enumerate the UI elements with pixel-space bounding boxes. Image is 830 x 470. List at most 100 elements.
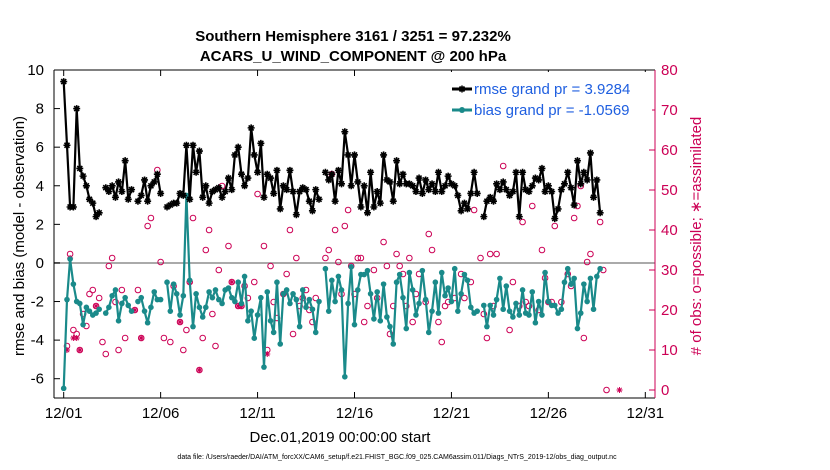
- rmse-point: [386, 178, 394, 186]
- obs-assimilated-point: [177, 319, 184, 325]
- bias-point: [535, 298, 542, 305]
- rmse-point: [147, 182, 155, 190]
- bias-point: [151, 289, 158, 295]
- rmse-point: [289, 188, 297, 196]
- bias-point: [261, 364, 267, 370]
- bias-point: [180, 292, 187, 299]
- rmse-point: [182, 141, 190, 149]
- rmse-point: [267, 174, 275, 182]
- bias-point: [283, 287, 290, 293]
- rmse-point: [544, 182, 552, 190]
- bias-point: [332, 298, 338, 305]
- bias-point: [461, 271, 468, 278]
- obs-possible-point: [470, 206, 478, 214]
- rmse-point: [237, 170, 245, 178]
- bias-point: [212, 287, 219, 293]
- bias-point: [122, 294, 128, 301]
- rmse-point: [283, 186, 291, 194]
- bias-point: [451, 265, 458, 272]
- bias-point: [429, 308, 435, 314]
- rmse-point: [396, 180, 404, 188]
- obs-possible-point: [144, 222, 151, 230]
- bias-point: [342, 373, 348, 380]
- legend-label-bias: bias grand pr = -1.0569: [474, 102, 630, 119]
- rmse-point: [137, 191, 145, 199]
- rmse-point: [580, 168, 588, 176]
- bias-point: [442, 292, 448, 299]
- obs-possible-point: [95, 294, 103, 302]
- y-tick-label: 10: [27, 62, 44, 79]
- rmse-point: [393, 157, 401, 165]
- obs-possible-point: [425, 230, 433, 238]
- rmse-point: [163, 203, 171, 211]
- y-tick-right-label: 80: [661, 62, 678, 79]
- bias-point: [135, 298, 141, 305]
- bias-point: [380, 281, 387, 287]
- bias-point: [83, 304, 90, 311]
- bias-point: [513, 300, 519, 307]
- bias-point: [396, 271, 403, 278]
- rmse-point: [115, 178, 123, 186]
- bias-point: [290, 291, 296, 297]
- rmse-point: [535, 176, 543, 184]
- obs-possible-point: [428, 246, 436, 254]
- bias-point: [348, 264, 355, 270]
- rmse-point: [134, 197, 142, 205]
- x-axis-label: Dec.01,2019 00:00:00 start: [250, 429, 432, 446]
- obs-possible-point: [461, 294, 468, 302]
- rmse-point: [483, 197, 491, 205]
- marks-layer: [60, 78, 623, 394]
- obs-possible-point: [570, 214, 578, 222]
- obs-assimilated-point: [228, 279, 235, 285]
- rmse-point: [496, 186, 504, 194]
- rmse-point: [199, 193, 207, 201]
- bias-point: [306, 296, 313, 303]
- y-tick-right-label: 50: [661, 182, 678, 199]
- bias-point: [497, 275, 503, 282]
- y-axis-label: rmse and bias (model - observation): [11, 116, 28, 356]
- rmse-point: [215, 184, 223, 192]
- bias-point: [529, 289, 536, 295]
- bias-point: [367, 291, 374, 297]
- legend-marker-rmse: [458, 85, 466, 93]
- obs-possible-point: [357, 254, 365, 262]
- obs-possible-point: [160, 334, 168, 342]
- obs-possible-point: [89, 286, 97, 294]
- rmse-point: [118, 188, 126, 196]
- bias-point: [361, 271, 367, 278]
- rmse-point: [560, 180, 568, 188]
- rmse-point: [153, 170, 161, 178]
- rmse-point: [144, 197, 152, 205]
- x-tick-label: 12/26: [530, 405, 568, 422]
- obs-possible-point: [396, 262, 403, 270]
- obs-possible-point: [409, 318, 416, 326]
- bias-point: [458, 291, 464, 297]
- rmse-point: [354, 178, 362, 186]
- bias-point: [141, 308, 148, 314]
- bias-point: [384, 314, 390, 320]
- x-tick-label: 12/21: [433, 405, 471, 422]
- y-tick-right-label: 30: [661, 262, 678, 279]
- axes-layer: 12/01 12/06 12/11 12/16 12/21 12/26 12/31 -6 -4 -…: [27, 62, 677, 422]
- bias-point: [481, 302, 487, 309]
- rmse-point: [82, 182, 90, 190]
- bias-point: [299, 287, 306, 293]
- rmse-point: [263, 170, 271, 178]
- rmse-point: [279, 182, 287, 190]
- rmse-point: [173, 199, 181, 207]
- rmse-point: [586, 149, 594, 157]
- bias-point: [186, 277, 193, 284]
- rmse-point: [548, 188, 556, 196]
- obs-possible-point: [215, 266, 223, 274]
- obs-possible-point: [596, 218, 604, 226]
- rmse-point: [211, 186, 219, 194]
- bias-point: [432, 279, 439, 286]
- obs-possible-point: [580, 334, 588, 342]
- bias-point: [303, 304, 309, 311]
- obs-possible-point: [286, 226, 294, 234]
- y-tick-right-label: 10: [661, 342, 678, 359]
- bias-point: [445, 285, 451, 291]
- rmse-point: [241, 182, 249, 190]
- obs-possible-point: [118, 286, 126, 294]
- rmse-point: [202, 182, 210, 190]
